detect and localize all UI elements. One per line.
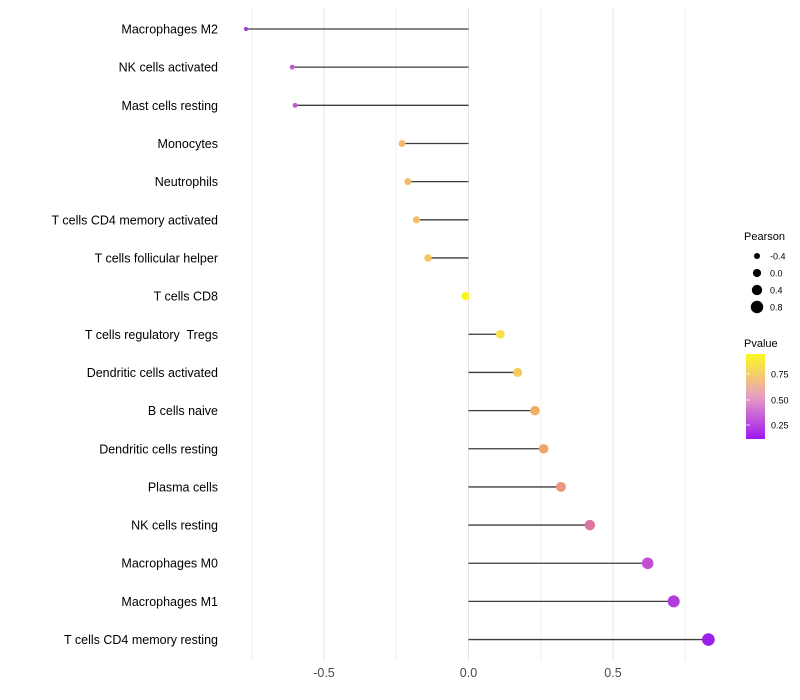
size-legend-dot <box>750 300 764 314</box>
category-label: Macrophages M0 <box>121 557 218 571</box>
x-tick-label: 0.0 <box>460 666 477 680</box>
lollipop-point <box>495 329 505 339</box>
lollipop-point <box>461 292 470 301</box>
lollipop-point <box>243 26 248 32</box>
lollipop-point <box>424 254 432 262</box>
lollipop-point <box>538 443 549 454</box>
size-legend-dot <box>751 284 763 296</box>
x-tick-label: -0.5 <box>313 666 335 680</box>
category-label: Neutrophils <box>155 175 218 189</box>
lollipop-point <box>289 64 295 70</box>
color-legend-label: 0.75 <box>771 370 789 380</box>
lollipop-point <box>556 481 566 492</box>
lollipop-point <box>530 405 540 416</box>
category-label: T cells follicular helper <box>95 251 218 265</box>
lollipop-point <box>292 102 298 108</box>
lollipop-point <box>412 216 421 224</box>
lollipop-point <box>584 519 596 531</box>
color-legend-label: 0.50 <box>771 396 789 406</box>
size-legend-dot <box>753 252 761 260</box>
lollipop-point <box>702 633 715 646</box>
size-legend-label: -0.4 <box>770 252 786 262</box>
color-legend-title: Pvalue <box>744 338 778 350</box>
lollipop-point <box>404 178 412 186</box>
category-label: T cells CD4 memory activated <box>52 213 219 227</box>
x-tick-label: 0.5 <box>604 666 621 680</box>
size-legend-dot <box>752 268 762 278</box>
category-label: Monocytes <box>158 137 218 151</box>
category-label: NK cells resting <box>131 519 218 533</box>
pvalue-colorbar <box>746 354 765 439</box>
size-legend-label: 0.0 <box>770 269 783 279</box>
color-legend-label: 0.25 <box>771 421 789 431</box>
size-legend-title: Pearson <box>744 231 785 243</box>
category-label: Macrophages M2 <box>121 23 218 37</box>
category-label: Plasma cells <box>148 480 218 494</box>
category-label: B cells naive <box>148 404 218 418</box>
category-label: T cells CD8 <box>154 290 218 304</box>
lollipop-point <box>667 595 680 608</box>
category-label: Macrophages M1 <box>121 595 218 609</box>
category-label: Mast cells resting <box>121 99 218 113</box>
size-legend-label: 0.8 <box>770 303 783 313</box>
category-label: NK cells activated <box>119 61 218 75</box>
lollipop-point <box>398 140 406 147</box>
category-label: Dendritic cells activated <box>87 366 218 380</box>
category-label: T cells CD4 memory resting <box>64 633 218 647</box>
category-label: T cells regulatory Tregs <box>85 328 218 342</box>
lollipop-point <box>513 367 523 377</box>
size-legend-label: 0.4 <box>770 286 783 296</box>
lollipop-point <box>641 557 654 570</box>
category-label: Dendritic cells resting <box>99 442 218 456</box>
